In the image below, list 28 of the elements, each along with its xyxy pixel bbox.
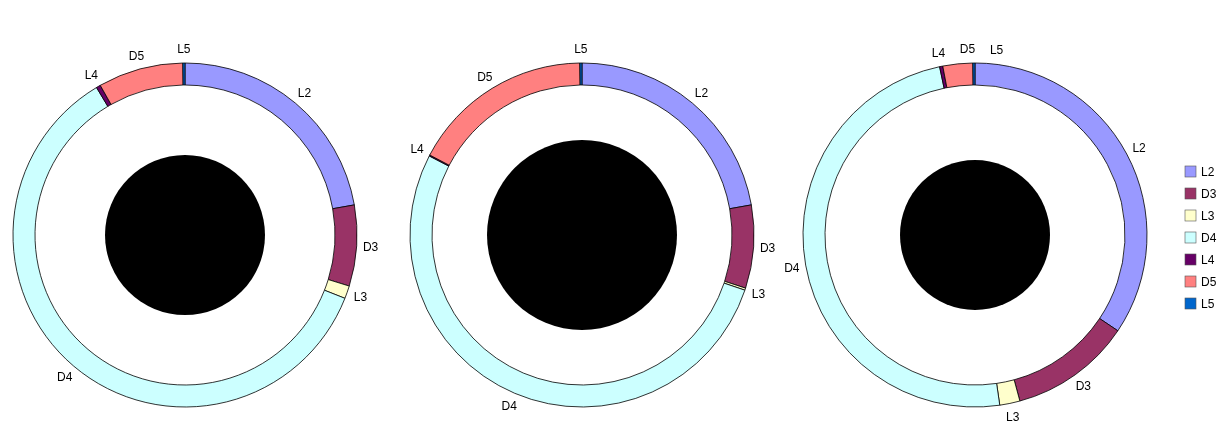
legend-label: L5 [1201, 297, 1215, 312]
category-label: L5 [989, 43, 1004, 58]
slice-label: D4 [501, 399, 518, 414]
slice-label: D3 [1075, 379, 1092, 394]
slice-label: D3 [362, 239, 379, 254]
legend-label: D5 [1201, 275, 1217, 290]
slice-label: L4 [410, 142, 425, 157]
legend-label: L2 [1201, 165, 1215, 180]
legend-label: L3 [1201, 209, 1215, 224]
legend-label: L4 [1201, 253, 1215, 268]
slice-label: D5 [959, 42, 976, 57]
slice-label: D5 [477, 69, 493, 84]
slice-label: L4 [84, 67, 99, 82]
legend-label: D4 [1201, 231, 1217, 246]
slice-label: D4 [56, 370, 73, 385]
legend-label: D3 [1201, 187, 1217, 202]
slice-label: D3 [759, 241, 776, 256]
slice-label: L4 [931, 45, 946, 60]
slice-label: L3 [1006, 410, 1020, 425]
slice-label: L5 [177, 42, 191, 57]
slice-label: L2 [297, 85, 312, 100]
slice-label: L5 [574, 42, 588, 57]
slice-label: L3 [751, 286, 766, 301]
slice-label: D5 [128, 48, 145, 63]
slice-label: L3 [353, 290, 368, 305]
slice-label: D4 [784, 260, 800, 275]
slice-label: L2 [694, 85, 709, 100]
slice-label: L2 [1132, 140, 1147, 155]
